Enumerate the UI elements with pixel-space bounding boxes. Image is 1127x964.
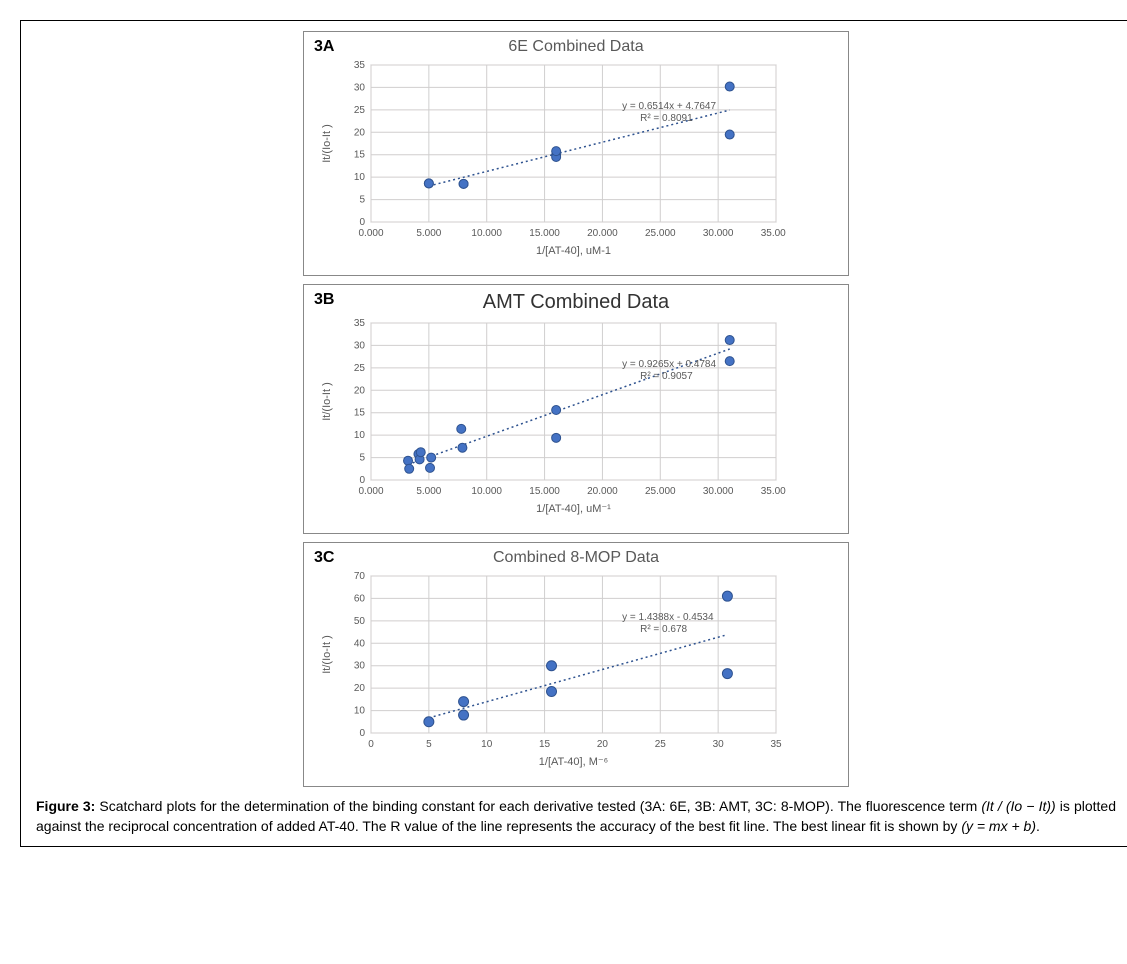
charts-column: 3A 6E Combined Data 0.000 5.000 10.000 15.0…	[36, 31, 1116, 787]
svg-text:20.000: 20.000	[587, 228, 618, 239]
svg-text:70: 70	[354, 571, 366, 582]
figure-frame: 3A 6E Combined Data 0.0005.00010.00015.0…	[20, 20, 1127, 847]
svg-text:10: 10	[481, 739, 493, 750]
svg-text:35: 35	[354, 318, 366, 329]
svg-text:10.000: 10.000	[471, 486, 502, 497]
svg-text:25.000: 25.000	[645, 486, 676, 497]
svg-text:25: 25	[354, 105, 366, 116]
svg-text:5.000: 5.000	[416, 228, 441, 239]
svg-text:y = 0.9265x + 0.4784: y = 0.9265x + 0.4784	[622, 359, 716, 370]
caption-formula2: (y = mx + b)	[961, 818, 1036, 834]
figure-caption: Figure 3: Scatchard plots for the determ…	[36, 797, 1116, 836]
chart-title-A: 6E Combined Data	[316, 38, 836, 56]
svg-text:35: 35	[354, 60, 366, 71]
panel-3A: 3A 6E Combined Data 0.000 5.000 10.000 15.0…	[303, 31, 849, 276]
svg-text:35.000: 35.000	[761, 228, 786, 239]
panel-label-A: 3A	[314, 38, 334, 56]
svg-text:1/[AT-40], uM⁻¹: 1/[AT-40], uM⁻¹	[536, 503, 611, 515]
svg-text:0.000: 0.000	[358, 228, 383, 239]
panel-3C: 3C Combined 8-MOP Data 0 5 10 15 20 25 30 35 0 10…	[303, 542, 849, 787]
svg-text:10.000: 10.000	[471, 228, 502, 239]
svg-text:15: 15	[354, 150, 366, 161]
svg-text:1/[AT-40], M⁻⁶: 1/[AT-40], M⁻⁶	[539, 756, 608, 768]
panel-label-B: 3B	[314, 291, 334, 309]
svg-text:20: 20	[354, 683, 366, 694]
svg-text:25: 25	[655, 739, 667, 750]
svg-text:10: 10	[354, 430, 366, 441]
svg-text:35: 35	[770, 739, 782, 750]
svg-text:20.000: 20.000	[587, 486, 618, 497]
svg-text:20: 20	[597, 739, 609, 750]
chart-title-C: Combined 8-MOP Data	[316, 549, 836, 567]
svg-text:20: 20	[354, 385, 366, 396]
svg-text:0: 0	[359, 475, 365, 486]
svg-text:20: 20	[354, 127, 366, 138]
svg-text:15.000: 15.000	[529, 228, 560, 239]
svg-text:1/[AT-40], uM-1: 1/[AT-40], uM-1	[536, 245, 611, 257]
svg-text:30.000: 30.000	[703, 486, 734, 497]
svg-text:30: 30	[354, 661, 366, 672]
svg-text:15.000: 15.000	[529, 486, 560, 497]
svg-text:y = 0.6514x + 4.7647: y = 0.6514x + 4.7647	[622, 101, 716, 112]
svg-text:0: 0	[368, 739, 374, 750]
panel-3B: 3B AMT Combined Data 0.000 5.000 10.000 15.…	[303, 284, 849, 534]
svg-text:R² = 0.9057: R² = 0.9057	[640, 371, 693, 382]
svg-text:R² = 0.8091: R² = 0.8091	[640, 113, 693, 124]
svg-text:50: 50	[354, 616, 366, 627]
svg-text:10: 10	[354, 706, 366, 717]
svg-text:5: 5	[359, 453, 365, 464]
svg-text:5: 5	[359, 195, 365, 206]
plot-B: 0.000 5.000 10.000 15.000 20.000 25.000 30.000…	[316, 318, 836, 523]
svg-text:0: 0	[359, 728, 365, 739]
svg-text:30: 30	[354, 82, 366, 93]
plot-A: 0.000 5.000 10.000 15.000 20.000 25.000 30.000…	[316, 60, 836, 265]
svg-text:R² = 0.678: R² = 0.678	[640, 624, 687, 635]
svg-text:10: 10	[354, 172, 366, 183]
chart-title-B: AMT Combined Data	[316, 291, 836, 314]
svg-text:0: 0	[359, 217, 365, 228]
svg-text:It/(Io-It ): It/(Io-It )	[321, 382, 333, 421]
svg-text:30: 30	[713, 739, 725, 750]
svg-text:15: 15	[539, 739, 551, 750]
svg-text:30: 30	[354, 340, 366, 351]
caption-part1: Scatchard plots for the determination of…	[95, 798, 981, 814]
svg-text:It/(Io-It ): It/(Io-It )	[321, 635, 333, 674]
svg-text:15: 15	[354, 408, 366, 419]
svg-text:It/(Io-It ): It/(Io-It )	[321, 124, 333, 163]
panel-label-C: 3C	[314, 549, 334, 567]
svg-text:35.000: 35.000	[761, 486, 786, 497]
svg-text:25: 25	[354, 363, 366, 374]
svg-text:y = 1.4388x - 0.4534: y = 1.4388x - 0.4534	[622, 612, 714, 623]
caption-part3: .	[1036, 818, 1040, 834]
caption-formula1: (It / (Io − It))	[981, 798, 1055, 814]
svg-text:30.000: 30.000	[703, 228, 734, 239]
plot-C: 0 5 10 15 20 25 30 35 0 10 20 30 40 50 60 70 y = 1.4388x…	[316, 571, 836, 776]
svg-text:60: 60	[354, 593, 366, 604]
svg-text:5.000: 5.000	[416, 486, 441, 497]
svg-text:25.000: 25.000	[645, 228, 676, 239]
figure-label: Figure 3:	[36, 798, 95, 814]
svg-text:0.000: 0.000	[358, 486, 383, 497]
svg-text:40: 40	[354, 638, 366, 649]
svg-text:5: 5	[426, 739, 432, 750]
